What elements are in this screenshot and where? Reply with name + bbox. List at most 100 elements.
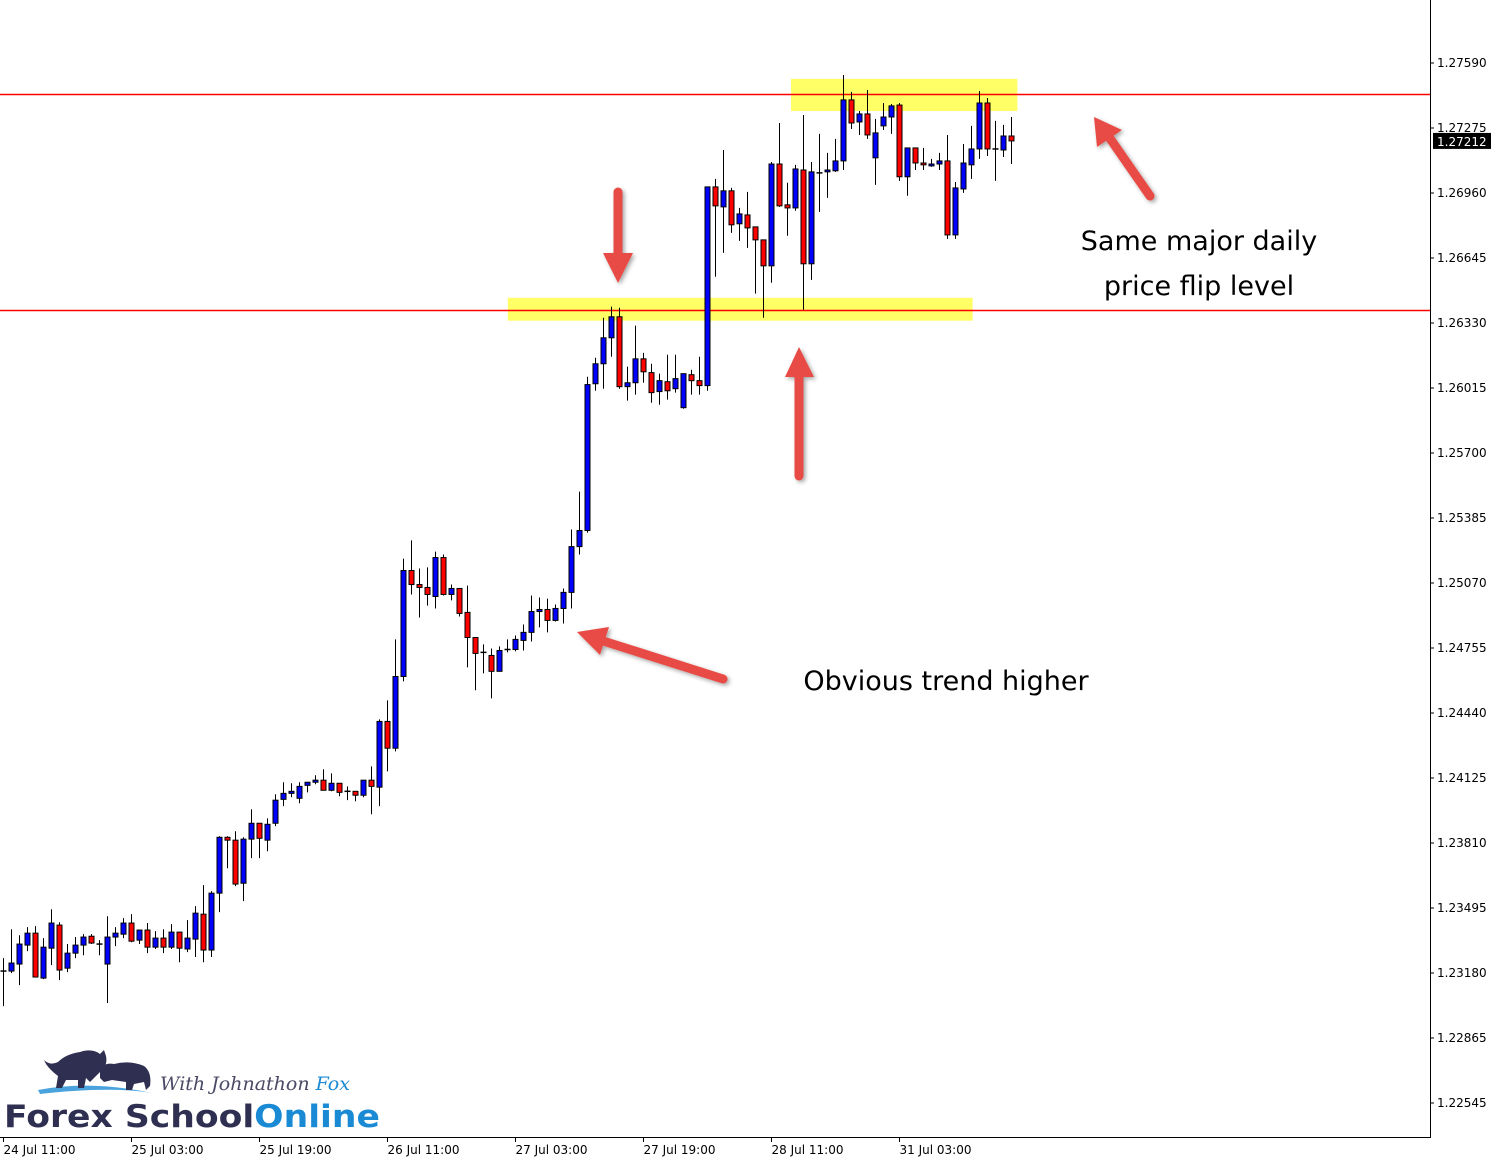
candle: [400, 558, 407, 682]
candle: [664, 354, 671, 400]
forex-school-online-logo: With Johnathon Fox Forex School Online: [4, 1050, 380, 1135]
candle: [760, 239, 767, 318]
candle-body: [576, 530, 583, 548]
svg-text:1.27212: 1.27212: [1437, 135, 1487, 149]
time-tick-label: 31 Jul 03:00: [900, 1143, 972, 1157]
candle-body: [656, 380, 663, 393]
candle-body: [560, 591, 567, 609]
candle-body: [528, 611, 535, 633]
candle-body: [824, 169, 831, 173]
candle: [392, 639, 399, 752]
candle-body: [664, 381, 671, 392]
arrow-left-icon: [577, 627, 728, 684]
candle: [376, 719, 383, 807]
candle-body: [600, 337, 607, 365]
bull-icon: [44, 1050, 107, 1088]
candle: [600, 317, 607, 389]
candle: [160, 929, 167, 954]
candle: [840, 74, 847, 170]
candle: [976, 91, 983, 159]
candle-body: [728, 190, 735, 226]
time-tick-label: 27 Jul 03:00: [516, 1143, 588, 1157]
price-tick-label: 1.26645: [1437, 251, 1487, 265]
candle-body: [944, 160, 951, 236]
candle: [120, 918, 127, 939]
candle: [344, 786, 351, 801]
candle-body: [952, 187, 959, 236]
candle-body: [200, 913, 207, 951]
price-axis: 1.27590 1.27275 1.26960 1.26645 1.26330 1.260…: [1430, 56, 1487, 1110]
candle-body: [792, 168, 799, 209]
candle: [384, 700, 391, 772]
candle-body: [960, 162, 967, 190]
candle: [792, 164, 799, 211]
candle-body: [608, 316, 615, 339]
candle-body: [136, 929, 143, 941]
candle: [280, 782, 287, 807]
candle: [144, 923, 151, 954]
candle: [16, 935, 23, 986]
candle: [864, 90, 871, 139]
candle: [920, 147, 927, 170]
candle-body: [256, 822, 263, 839]
candle-body: [784, 204, 791, 209]
candle: [24, 927, 31, 952]
candle: [240, 837, 247, 902]
candle: [584, 376, 591, 533]
candle: [544, 598, 551, 633]
price-tick-label: 1.26015: [1437, 381, 1487, 395]
candle: [264, 818, 271, 852]
candle: [128, 914, 135, 943]
price-tick-label: 1.22865: [1437, 1031, 1487, 1045]
candle-body: [744, 214, 751, 229]
candle-body: [592, 363, 599, 385]
candle-body: [624, 382, 631, 388]
candle-body: [336, 782, 343, 793]
candle: [8, 929, 15, 974]
candle: [232, 831, 239, 887]
candle: [728, 187, 735, 233]
price-tick-label: 1.24440: [1437, 706, 1487, 720]
candle-body: [232, 839, 239, 885]
candle-body: [864, 113, 871, 136]
candle-body: [776, 163, 783, 207]
candle-body: [840, 99, 847, 162]
candle: [304, 781, 311, 793]
candle-body: [176, 931, 183, 949]
candle-body: [376, 720, 383, 788]
candle: [64, 944, 71, 973]
candle-body: [352, 790, 359, 796]
candle-body: [456, 587, 463, 614]
candle: [352, 790, 359, 802]
candle: [832, 138, 839, 172]
candle-body: [32, 932, 39, 978]
candle: [296, 782, 303, 804]
candle: [904, 147, 911, 196]
candle-body: [552, 607, 559, 621]
candle-body: [56, 924, 63, 971]
candle: [696, 356, 703, 395]
candle: [808, 161, 815, 280]
candle-body: [640, 358, 647, 373]
price-tick-label: 1.25385: [1437, 511, 1487, 525]
candle-body: [632, 358, 639, 384]
candle-body: [400, 570, 407, 677]
candle: [136, 929, 143, 945]
candle: [672, 354, 679, 393]
candle: [784, 182, 791, 236]
candle: [368, 766, 375, 815]
candle: [912, 147, 919, 170]
candle: [752, 226, 759, 294]
time-axis: 24 Jul 11:00 25 Jul 03:00 25 Jul 19:00 26 J…: [3, 1137, 972, 1157]
candle-body: [1000, 135, 1007, 151]
candle-body: [496, 650, 503, 672]
candle-body: [440, 557, 447, 595]
price-tick-label: 1.23495: [1437, 901, 1487, 915]
level-lines: [0, 93, 1430, 312]
candle: [640, 352, 647, 383]
candle-body: [832, 160, 839, 172]
candle-body: [936, 160, 943, 165]
candle-body: [288, 790, 295, 794]
candle-body: [272, 799, 279, 824]
level-annotation-line1: Same major daily: [1081, 226, 1317, 257]
